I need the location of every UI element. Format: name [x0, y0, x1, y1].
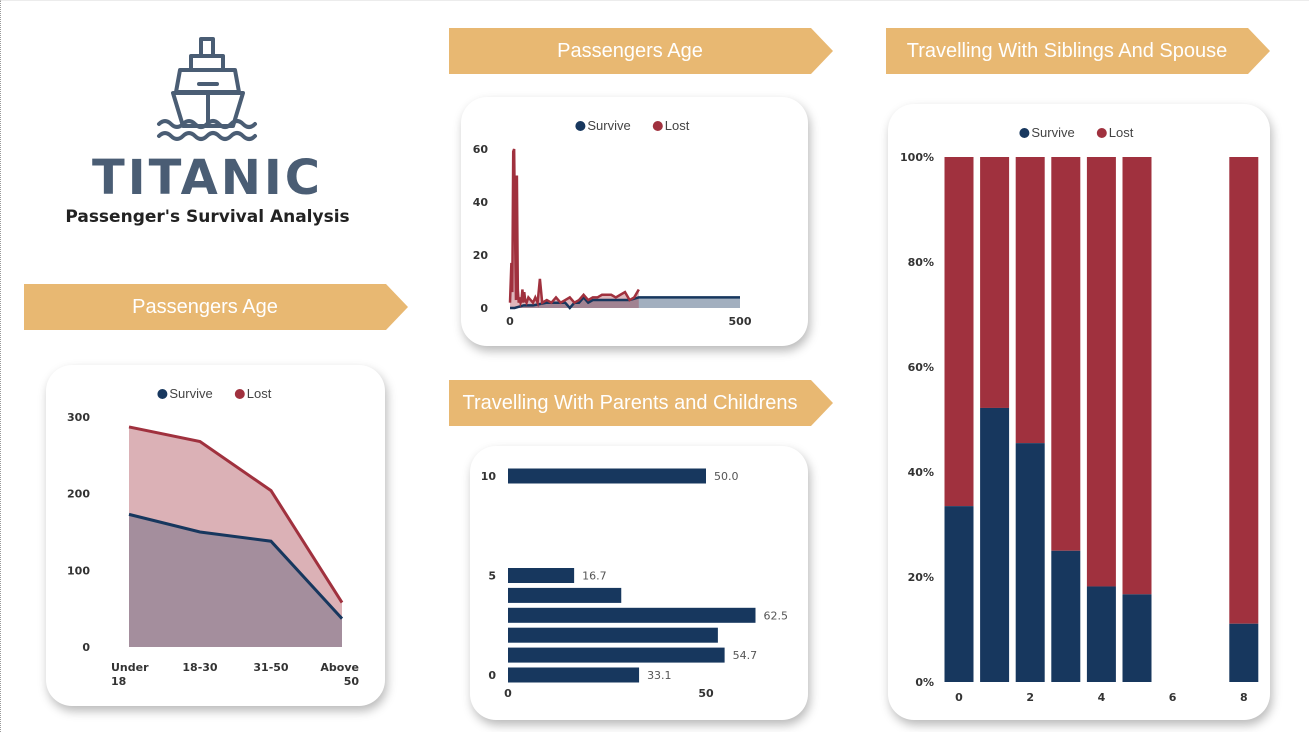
y-tick-label: 40% [908, 466, 934, 479]
survive-bar-segment [1229, 623, 1259, 682]
y-tick-label: 300 [67, 411, 90, 424]
legend-survive-marker [1019, 128, 1030, 138]
legend-lost-label: Lost [1109, 125, 1134, 140]
legend-lost-marker [234, 389, 245, 399]
legend-lost-label: Lost [247, 386, 272, 401]
lost-bar-segment [944, 157, 974, 507]
sibsp-stacked-bar-chart[interactable]: Survive Lost 0% 20% 40% 60% 80% 100% 0 2 4 6 8 [888, 104, 1270, 720]
survive-line [128, 512, 344, 620]
survive-area [129, 514, 342, 647]
lost-bar-segment [980, 157, 1010, 408]
lost-line [508, 148, 640, 308]
y-tick-label: 20% [908, 571, 934, 584]
banner-label: Passengers Age [557, 40, 703, 62]
banner-passengers-age-top: Passengers Age [449, 28, 833, 74]
logo-title: TITANIC [91, 150, 324, 206]
survive-bar-segment [1051, 550, 1081, 682]
parch-bar-chart[interactable]: 0 5 10 0 50 33.1 54.7 62.5 16.7 50.0 [470, 446, 808, 720]
sibsp-chart-svg: Survive Lost 0% 20% 40% 60% 80% 100% 0 2 4 6 8 [900, 125, 1259, 704]
survive-bar-segment [1122, 594, 1152, 682]
survive-bar-segment [1015, 443, 1045, 682]
legend-lost-marker [652, 121, 663, 131]
y-tick-label: 0 [480, 302, 488, 315]
age-detail-line-chart[interactable]: Survive Lost 0 20 40 60 0 500 [461, 97, 808, 346]
x-tick-label: Under [111, 661, 149, 674]
x-tick-label: 8 [1240, 691, 1248, 704]
banner-passengers-age-left: Passengers Age [24, 284, 408, 330]
legend-survive-label: Survive [169, 386, 212, 401]
bar-data-label: 50.0 [714, 470, 739, 483]
banner-label: Passengers Age [132, 296, 278, 318]
y-tick-label: 0 [82, 641, 90, 654]
bar-data-label: 62.5 [764, 609, 789, 622]
survive-bar-segment [980, 407, 1010, 682]
banner-label: Travelling With Siblings And Spouse [906, 40, 1228, 62]
age-detail-chart-svg: Survive Lost 0 20 40 60 0 500 [473, 118, 752, 328]
x-tick-label: 500 [729, 315, 752, 328]
x-tick-label: 31-50 [253, 661, 289, 674]
y-tick-label: 60% [908, 361, 934, 374]
y-tick-label: 10 [481, 470, 497, 483]
legend-lost-marker [1096, 128, 1107, 138]
age-group-area-chart[interactable]: Survive Lost 0 100 200 300 Under 18 18-30 31-50 Ab… [46, 365, 385, 706]
x-tick-label: 50 [698, 687, 714, 700]
parch-bar [508, 647, 725, 663]
parch-bar [508, 607, 756, 623]
legend-lost-label: Lost [665, 118, 690, 133]
parch-bar [508, 568, 575, 583]
lost-bar-segment [1015, 157, 1045, 444]
parch-bar [508, 468, 706, 484]
x-tick-label: 18 [111, 675, 126, 688]
legend-survive-marker [575, 121, 586, 131]
lost-bar-segment [1122, 157, 1152, 595]
banner-label: Travelling With Parents and Childrens [462, 392, 798, 414]
y-tick-label: 5 [488, 570, 496, 583]
x-tick-label: 0 [506, 315, 514, 328]
x-tick-label: 0 [504, 687, 512, 700]
survive-bar-segment [1086, 586, 1116, 682]
ship-icon [157, 37, 257, 141]
x-tick-label: 50 [344, 675, 360, 688]
x-tick-label: 0 [955, 691, 963, 704]
y-tick-label: 100 [67, 564, 90, 577]
x-tick-label: 2 [1026, 691, 1034, 704]
y-tick-label: 100% [900, 151, 934, 164]
lost-area [510, 149, 639, 308]
bar-data-label: 16.7 [582, 570, 606, 583]
parch-bar [508, 627, 718, 643]
y-tick-label: 0 [488, 669, 496, 682]
x-tick-label: 6 [1169, 691, 1177, 704]
lost-bar-segment [1229, 157, 1259, 624]
banner-parents-children: Travelling With Parents and Childrens [449, 380, 833, 426]
banner-siblings-spouse: Travelling With Siblings And Spouse [886, 28, 1270, 74]
logo-subtitle: Passenger's Survival Analysis [65, 207, 350, 227]
x-tick-label: 18-30 [182, 661, 218, 674]
x-tick-label: Above [320, 661, 359, 674]
bar-data-label: 33.1 [647, 669, 672, 682]
y-tick-label: 20 [473, 249, 489, 262]
x-tick-label: 4 [1098, 691, 1106, 704]
legend-survive-marker [157, 389, 168, 399]
y-tick-label: 80% [908, 256, 934, 269]
legend-survive-label: Survive [1031, 125, 1074, 140]
y-tick-label: 200 [67, 488, 90, 501]
survive-bar-segment [944, 506, 974, 682]
lost-bar-segment [1086, 157, 1116, 587]
parch-bar [508, 587, 622, 603]
lost-bar-segment [1051, 157, 1081, 551]
legend-survive-label: Survive [587, 118, 630, 133]
y-tick-label: 60 [473, 143, 489, 156]
parch-bar [508, 667, 640, 683]
y-tick-label: 0% [915, 676, 934, 689]
survive-line [510, 295, 740, 310]
lost-line [128, 425, 344, 604]
y-tick-label: 40 [473, 196, 489, 209]
parch-chart-svg: 0 5 10 0 50 33.1 54.7 62.5 16.7 50.0 [481, 468, 789, 700]
bar-data-label: 54.7 [733, 649, 758, 662]
